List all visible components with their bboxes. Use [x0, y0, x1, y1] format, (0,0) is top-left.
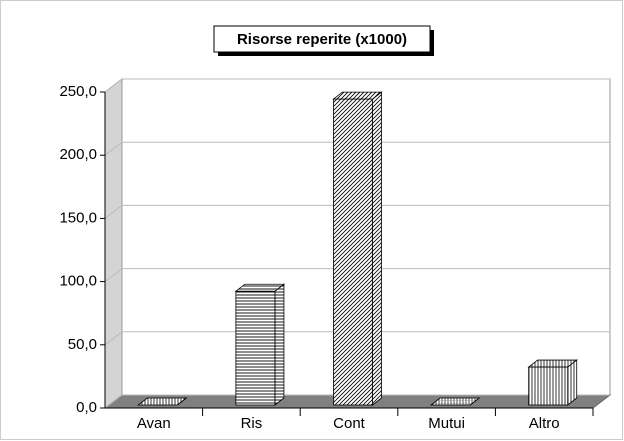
bar-side	[372, 91, 382, 406]
chart-title: Risorse reperite (x1000)	[237, 31, 407, 48]
grid-line	[104, 78, 610, 93]
bar-top	[429, 397, 481, 406]
y-tick-label: 150,0	[59, 209, 97, 226]
x-tick-label: Cont	[333, 415, 366, 432]
x-tick-label: Ris	[241, 415, 263, 432]
side-wall	[104, 77, 123, 410]
title-box	[213, 25, 431, 53]
bar	[235, 290, 276, 406]
grid-line	[104, 268, 610, 282]
bar-top	[332, 91, 383, 100]
y-tick-label: 0,0	[76, 399, 97, 416]
x-tick-label: Avan	[137, 415, 171, 432]
bar-top	[527, 359, 578, 368]
y-tick-label: 200,0	[59, 146, 97, 163]
grid-line	[104, 331, 610, 346]
grid-line	[104, 141, 610, 156]
y-tick-label: 50,0	[68, 336, 97, 353]
bar-side	[274, 283, 285, 406]
y-tick-label: 250,0	[59, 83, 97, 100]
bar	[333, 98, 373, 406]
bar-top	[234, 283, 286, 292]
grid-line	[104, 394, 610, 409]
bar	[528, 366, 569, 406]
y-tick-label: 100,0	[59, 273, 97, 290]
bar-top	[137, 397, 188, 406]
x-tick-label: Mutui	[428, 415, 465, 432]
grid-line	[104, 204, 610, 219]
plot-area: 0,0 50,0 100,0 150,0 200,0 250,0 Avan Ris Cont Mu…	[59, 77, 612, 432]
bar-side	[567, 359, 578, 406]
x-tick-label: Altro	[529, 415, 560, 432]
